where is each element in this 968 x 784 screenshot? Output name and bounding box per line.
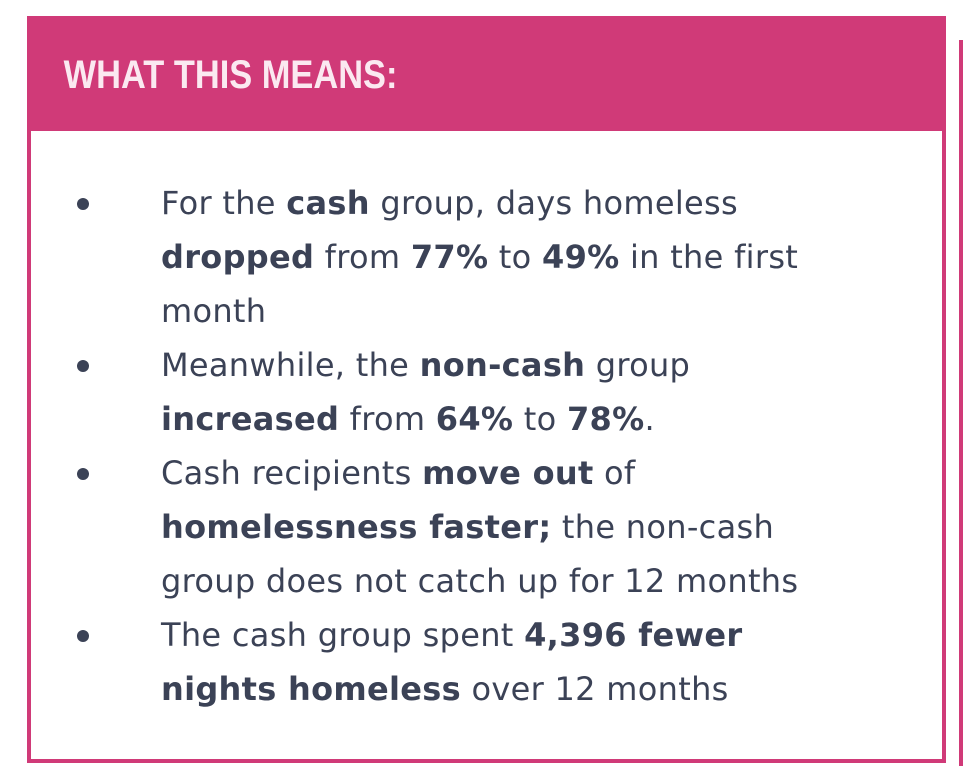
body-text: to xyxy=(488,238,542,276)
body-text: . xyxy=(644,400,655,438)
emphasis-text: 64% xyxy=(435,400,514,438)
bullet-dot-icon xyxy=(77,198,89,210)
bullet-line: homelessness faster; the non-cash xyxy=(161,500,912,554)
bullet-dot-icon xyxy=(77,630,89,642)
bullet-item: Meanwhile, the non-cash group increased f… xyxy=(31,338,942,446)
body-text: The cash group spent xyxy=(161,616,525,654)
body-text: the non-cash xyxy=(551,508,775,546)
body-text: Cash recipients xyxy=(161,454,423,492)
body-text: of xyxy=(593,454,636,492)
emphasis-text: 77% xyxy=(410,238,489,276)
body-text: group, days homeless xyxy=(369,184,738,222)
body-text: For the xyxy=(161,184,287,222)
body-text: group xyxy=(585,346,691,384)
body-text: from xyxy=(314,238,411,276)
body-text: from xyxy=(339,400,436,438)
emphasis-text: non-cash xyxy=(419,346,586,384)
bullet-line: month xyxy=(161,284,912,338)
body-text: to xyxy=(513,400,567,438)
emphasis-text: dropped xyxy=(161,238,315,276)
emphasis-text: 78% xyxy=(566,400,645,438)
body-text: month xyxy=(161,292,267,330)
card-header: WHAT THIS MEANS: xyxy=(31,20,942,131)
info-card: WHAT THIS MEANS: For the cash group, day… xyxy=(27,16,946,763)
bullet-line: For the cash group, days homeless xyxy=(161,176,912,230)
body-text: group does not catch up for 12 months xyxy=(161,562,799,600)
bullet-dot-icon xyxy=(77,468,89,480)
bullet-line: group does not catch up for 12 months xyxy=(161,554,912,608)
bullet-line: dropped from 77% to 49% in the first xyxy=(161,230,912,284)
bullet-dot-icon xyxy=(77,360,89,372)
bullet-line: Cash recipients move out of xyxy=(161,446,912,500)
bullet-line: Meanwhile, the non-cash group xyxy=(161,338,912,392)
bullet-item: For the cash group, days homeless dropped… xyxy=(31,176,942,338)
bullet-item: Cash recipients move out of homelessness … xyxy=(31,446,942,608)
body-text: in the first xyxy=(619,238,799,276)
emphasis-text: 49% xyxy=(542,238,620,276)
adjacent-card-edge xyxy=(959,40,963,766)
bullet-item: The cash group spent 4,396 fewer nights h… xyxy=(31,608,942,716)
bullet-line: nights homeless over 12 months xyxy=(161,662,912,716)
emphasis-text: homelessness faster; xyxy=(161,508,552,546)
bullet-line: increased from 64% to 78%. xyxy=(161,392,912,446)
emphasis-text: increased xyxy=(161,400,340,438)
body-text: over 12 months xyxy=(461,670,729,708)
emphasis-text: nights homeless xyxy=(161,670,461,708)
emphasis-text: cash xyxy=(286,184,370,222)
emphasis-text: move out xyxy=(422,454,594,492)
bullet-line: The cash group spent 4,396 fewer xyxy=(161,608,912,662)
body-text: Meanwhile, the xyxy=(161,346,420,384)
emphasis-text: 4,396 fewer xyxy=(524,616,743,654)
card-title: WHAT THIS MEANS: xyxy=(63,53,398,97)
bullet-list: For the cash group, days homeless dropped… xyxy=(31,176,942,716)
